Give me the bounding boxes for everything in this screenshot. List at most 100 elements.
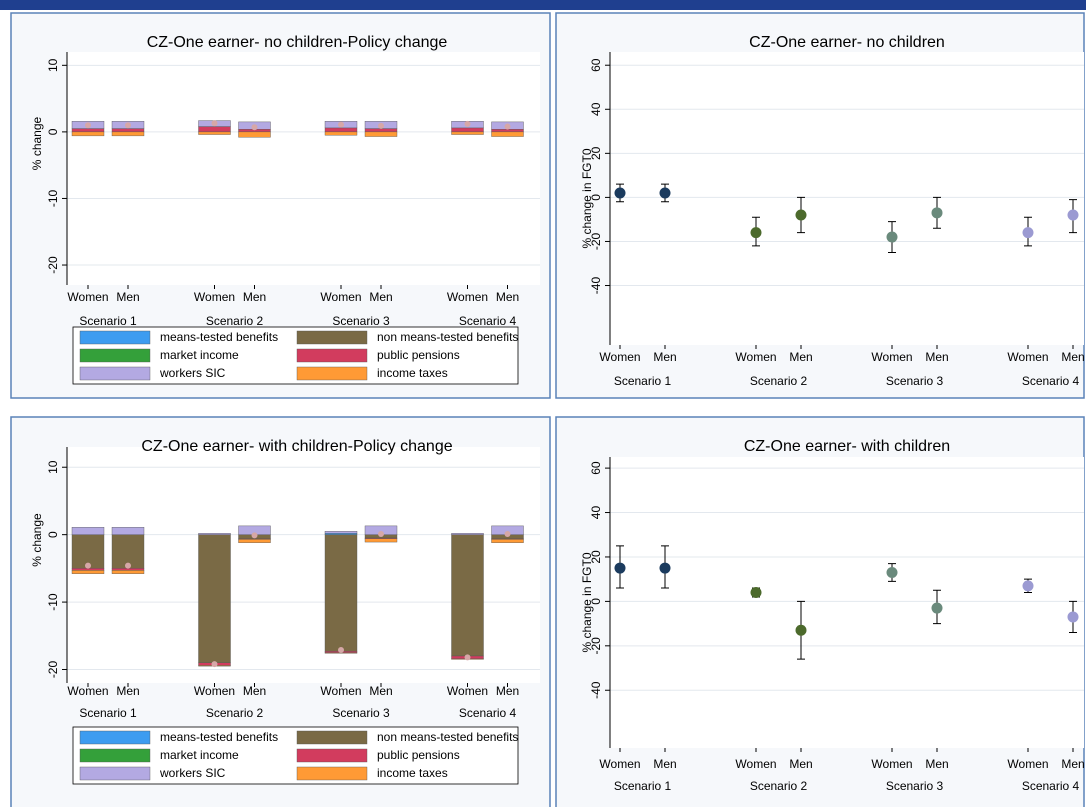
x-tick-label: Men bbox=[925, 350, 948, 364]
x-tick-label: Women bbox=[320, 290, 361, 304]
y-axis-label: % change bbox=[30, 116, 44, 170]
total-marker bbox=[85, 562, 91, 569]
bar-segment bbox=[491, 129, 524, 133]
legend-swatch bbox=[79, 730, 151, 745]
group-label: Scenario 4 bbox=[1022, 779, 1080, 793]
group-label: Scenario 2 bbox=[206, 706, 264, 720]
legend-label: non means-tested benefits bbox=[377, 330, 518, 344]
point bbox=[1022, 580, 1034, 592]
bar-segment bbox=[324, 531, 358, 534]
legend-label: income taxes bbox=[377, 766, 448, 780]
total-marker bbox=[125, 562, 131, 569]
x-tick-label: Women bbox=[194, 684, 235, 698]
total-marker bbox=[251, 532, 258, 539]
bar-segment bbox=[451, 534, 484, 657]
x-tick-label: Men bbox=[1061, 350, 1084, 364]
group-label: Scenario 3 bbox=[332, 314, 390, 328]
total-marker bbox=[338, 121, 344, 128]
bar-segment bbox=[324, 127, 358, 133]
bar-segment bbox=[198, 126, 231, 133]
y-tick-label: -20 bbox=[46, 256, 60, 274]
point bbox=[1022, 227, 1034, 239]
group-label: Scenario 3 bbox=[886, 374, 944, 388]
chart-title: CZ-One earner- with children bbox=[744, 438, 950, 455]
bar-segment bbox=[324, 533, 358, 535]
x-tick-label: Women bbox=[871, 757, 912, 771]
point bbox=[886, 567, 898, 579]
y-tick-label: 10 bbox=[46, 460, 60, 474]
legend-label: means-tested benefits bbox=[160, 730, 278, 744]
x-tick-label: Men bbox=[653, 757, 676, 771]
y-tick-label: 0 bbox=[589, 194, 603, 201]
point bbox=[931, 207, 943, 219]
bar-segment bbox=[111, 131, 145, 137]
x-tick-label: Women bbox=[67, 684, 108, 698]
y-axis-label: % change in FGT0 bbox=[580, 148, 594, 248]
point bbox=[750, 227, 762, 239]
bar-segment bbox=[71, 568, 105, 571]
bar-segment bbox=[198, 533, 231, 535]
bar-segment bbox=[364, 131, 398, 137]
bar-segment bbox=[491, 539, 524, 543]
y-tick-label: 40 bbox=[589, 102, 603, 116]
x-tick-label: Men bbox=[243, 290, 266, 304]
bar-segment bbox=[198, 131, 231, 135]
total-marker bbox=[85, 122, 91, 129]
total-marker bbox=[464, 120, 471, 127]
chart-title: CZ-One earner- no children bbox=[749, 34, 945, 51]
y-tick-label: 60 bbox=[589, 58, 603, 72]
legend-swatch bbox=[296, 366, 368, 381]
total-marker bbox=[504, 123, 511, 130]
total-marker bbox=[211, 120, 218, 127]
y-tick-label: -20 bbox=[46, 661, 60, 679]
legend-swatch bbox=[79, 366, 151, 381]
plot-area bbox=[610, 457, 1084, 748]
bar-segment bbox=[71, 128, 105, 133]
total-marker bbox=[251, 124, 258, 131]
x-tick-label: Women bbox=[735, 757, 776, 771]
total-marker bbox=[378, 530, 384, 537]
y-tick-label: 20 bbox=[589, 146, 603, 160]
y-tick-label: 0 bbox=[46, 128, 60, 135]
group-label: Scenario 1 bbox=[614, 779, 672, 793]
y-tick-label: -40 bbox=[589, 277, 603, 295]
point bbox=[659, 562, 671, 574]
group-label: Scenario 3 bbox=[886, 779, 944, 793]
y-tick-label: -20 bbox=[589, 637, 603, 655]
bar-segment bbox=[111, 570, 145, 574]
point bbox=[795, 209, 807, 221]
legend-swatch bbox=[296, 748, 368, 763]
x-tick-label: Men bbox=[496, 290, 519, 304]
y-tick-label: 60 bbox=[589, 461, 603, 475]
bar-segment bbox=[451, 127, 484, 133]
point bbox=[1067, 611, 1079, 623]
total-marker bbox=[211, 661, 218, 668]
legend-label: means-tested benefits bbox=[160, 330, 278, 344]
bar-segment bbox=[71, 570, 105, 574]
group-label: Scenario 2 bbox=[750, 779, 808, 793]
legend-label: public pensions bbox=[377, 748, 460, 762]
y-tick-label: -10 bbox=[46, 593, 60, 611]
bar-segment bbox=[111, 128, 145, 133]
x-tick-label: Women bbox=[1007, 757, 1048, 771]
y-tick-label: -40 bbox=[589, 681, 603, 699]
x-tick-label: Women bbox=[67, 290, 108, 304]
bar-segment bbox=[111, 568, 145, 571]
total-marker bbox=[338, 646, 344, 653]
x-tick-label: Women bbox=[320, 684, 361, 698]
y-axis-label: % change in FGT0 bbox=[580, 552, 594, 652]
group-label: Scenario 4 bbox=[1022, 374, 1080, 388]
group-label: Scenario 2 bbox=[750, 374, 808, 388]
point bbox=[659, 187, 671, 199]
point bbox=[1067, 209, 1079, 221]
y-tick-label: -20 bbox=[589, 232, 603, 250]
bar-segment bbox=[491, 131, 524, 137]
y-tick-label: 10 bbox=[46, 58, 60, 72]
bar-segment bbox=[364, 128, 398, 133]
legend-swatch bbox=[296, 330, 368, 345]
bar-segment bbox=[198, 534, 231, 663]
x-tick-label: Men bbox=[653, 350, 676, 364]
legend-label: non means-tested benefits bbox=[377, 730, 518, 744]
x-tick-label: Women bbox=[599, 757, 640, 771]
legend-label: income taxes bbox=[377, 366, 448, 380]
